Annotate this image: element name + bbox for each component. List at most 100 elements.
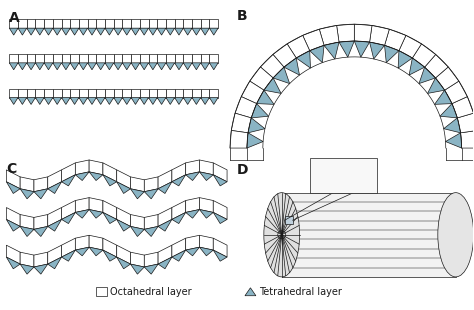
Polygon shape xyxy=(144,264,158,274)
Polygon shape xyxy=(105,98,114,104)
Polygon shape xyxy=(319,188,326,192)
Polygon shape xyxy=(75,172,89,180)
Polygon shape xyxy=(361,166,368,170)
Polygon shape xyxy=(117,245,130,264)
Bar xyxy=(368,160,375,166)
Polygon shape xyxy=(172,238,186,257)
Polygon shape xyxy=(114,63,122,70)
Bar xyxy=(319,182,326,188)
Polygon shape xyxy=(9,63,18,70)
Polygon shape xyxy=(241,81,264,104)
Bar xyxy=(311,182,319,188)
Polygon shape xyxy=(130,189,144,199)
Polygon shape xyxy=(340,188,347,192)
Polygon shape xyxy=(114,28,122,35)
Polygon shape xyxy=(79,63,88,70)
Bar xyxy=(210,54,218,63)
Bar xyxy=(131,89,140,98)
Bar xyxy=(333,182,340,188)
Polygon shape xyxy=(34,189,48,199)
Polygon shape xyxy=(103,163,117,182)
Polygon shape xyxy=(48,170,62,189)
Polygon shape xyxy=(130,252,144,267)
Polygon shape xyxy=(339,41,354,57)
Polygon shape xyxy=(79,28,88,35)
Polygon shape xyxy=(34,177,48,192)
Polygon shape xyxy=(337,24,354,42)
Polygon shape xyxy=(210,63,218,70)
Polygon shape xyxy=(70,28,79,35)
Bar xyxy=(368,182,375,188)
Polygon shape xyxy=(89,160,103,175)
Bar xyxy=(36,89,44,98)
Polygon shape xyxy=(34,264,48,274)
Polygon shape xyxy=(457,113,474,133)
Polygon shape xyxy=(311,188,319,192)
Bar xyxy=(157,54,166,63)
Polygon shape xyxy=(36,28,44,35)
Bar xyxy=(122,89,131,98)
Polygon shape xyxy=(18,98,27,104)
Polygon shape xyxy=(200,160,213,175)
Bar xyxy=(9,54,18,63)
Polygon shape xyxy=(36,98,44,104)
Text: D: D xyxy=(237,163,248,177)
Polygon shape xyxy=(62,98,70,104)
Bar xyxy=(96,89,105,98)
Bar xyxy=(96,287,107,296)
Polygon shape xyxy=(131,98,140,104)
Polygon shape xyxy=(6,245,20,264)
Polygon shape xyxy=(419,67,436,84)
Polygon shape xyxy=(370,25,389,45)
Bar xyxy=(174,89,183,98)
Polygon shape xyxy=(287,35,310,58)
Polygon shape xyxy=(62,238,75,257)
Polygon shape xyxy=(18,63,27,70)
Bar xyxy=(285,216,292,224)
Polygon shape xyxy=(89,197,103,212)
Polygon shape xyxy=(144,189,158,199)
Bar xyxy=(140,54,148,63)
Polygon shape xyxy=(319,25,339,45)
Polygon shape xyxy=(340,166,347,170)
Polygon shape xyxy=(210,28,218,35)
Polygon shape xyxy=(44,28,53,35)
Polygon shape xyxy=(158,245,172,264)
Text: A: A xyxy=(9,11,20,25)
Polygon shape xyxy=(186,210,200,218)
Polygon shape xyxy=(148,98,157,104)
Polygon shape xyxy=(89,172,103,180)
Polygon shape xyxy=(6,257,20,269)
Polygon shape xyxy=(20,189,34,199)
Bar xyxy=(36,19,44,28)
Polygon shape xyxy=(213,201,227,219)
Polygon shape xyxy=(440,104,457,118)
Polygon shape xyxy=(319,177,326,181)
Polygon shape xyxy=(62,250,75,261)
Polygon shape xyxy=(398,51,412,68)
Polygon shape xyxy=(34,215,48,229)
Polygon shape xyxy=(174,63,183,70)
Bar xyxy=(192,19,201,28)
Polygon shape xyxy=(186,197,200,212)
Polygon shape xyxy=(103,212,117,224)
Polygon shape xyxy=(166,98,174,104)
Polygon shape xyxy=(183,98,192,104)
Bar xyxy=(114,54,122,63)
Polygon shape xyxy=(6,170,20,189)
Polygon shape xyxy=(130,215,144,229)
Bar xyxy=(79,54,88,63)
Bar xyxy=(88,89,96,98)
Bar xyxy=(9,89,18,98)
Polygon shape xyxy=(354,188,361,192)
Bar xyxy=(44,54,53,63)
Polygon shape xyxy=(326,188,333,192)
Bar xyxy=(354,160,361,166)
Polygon shape xyxy=(251,104,269,118)
Polygon shape xyxy=(96,63,105,70)
Bar xyxy=(326,171,333,177)
Polygon shape xyxy=(333,188,340,192)
Polygon shape xyxy=(70,63,79,70)
Polygon shape xyxy=(157,28,166,35)
Polygon shape xyxy=(36,63,44,70)
